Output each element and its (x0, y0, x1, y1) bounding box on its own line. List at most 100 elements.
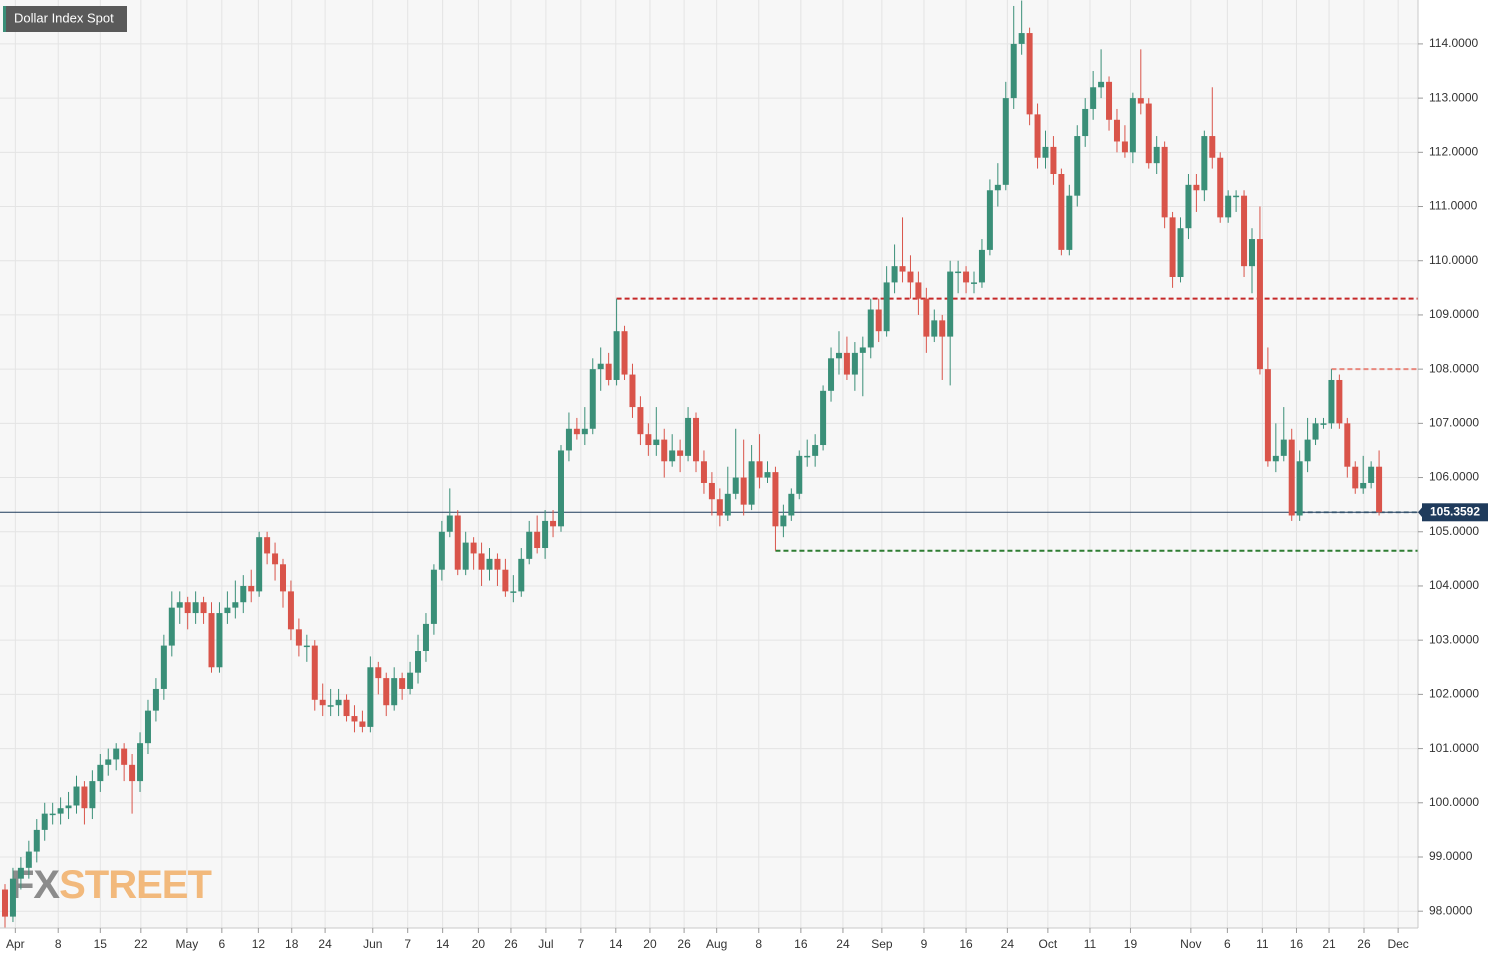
candle-body (391, 678, 398, 706)
candle-body (637, 407, 644, 435)
candle-body (756, 461, 763, 478)
candle-body (351, 716, 358, 722)
candle-body (25, 851, 32, 868)
candle-body (502, 569, 509, 592)
candle-body (311, 645, 318, 700)
candle-body (224, 607, 231, 614)
candle-body (645, 434, 652, 446)
candle-body (994, 184, 1001, 191)
candle-body (939, 320, 946, 337)
candle-body (859, 347, 866, 353)
candle-body (1320, 423, 1327, 425)
candle-body (621, 331, 628, 375)
candle-body (232, 602, 239, 608)
candle-body (1288, 439, 1295, 516)
candle-body (661, 439, 668, 462)
candle-body (820, 390, 827, 446)
candle-body (923, 298, 930, 337)
candle-body (716, 499, 723, 516)
candle-body (97, 764, 104, 782)
candle-body (200, 602, 207, 614)
candle-body (1121, 141, 1128, 153)
candle-body (605, 363, 612, 380)
x-tick-label: Jun (363, 937, 382, 951)
candle-body (1050, 146, 1057, 174)
y-tick-label: 99.0000 (1429, 849, 1473, 863)
candle-body (677, 450, 684, 456)
x-tick-label: 18 (285, 937, 299, 951)
candle-body (891, 266, 898, 283)
candle-body (772, 472, 779, 527)
candle-body (1217, 157, 1224, 218)
plot-area (0, 0, 1418, 928)
candle-body (828, 358, 835, 391)
candle-body (724, 493, 731, 516)
candle-body (208, 613, 215, 668)
candle-body (732, 477, 739, 494)
candle-body (383, 678, 390, 706)
candle-body (105, 759, 112, 765)
candle-body (1098, 81, 1105, 88)
y-tick-label: 112.0000 (1429, 144, 1478, 158)
candle-body (1368, 466, 1375, 483)
candle-body (1248, 239, 1255, 267)
candle-body (1344, 423, 1351, 467)
candle-body (963, 271, 970, 283)
y-tick-label: 111.0000 (1429, 199, 1478, 213)
candle-body (835, 352, 842, 359)
candle-body (17, 867, 24, 879)
candle-body (550, 520, 557, 527)
candle-body (1034, 114, 1041, 158)
candle-body (65, 805, 72, 809)
watermark: FXSTREET (10, 863, 211, 907)
candle-body (986, 190, 993, 250)
candle-body (1336, 379, 1343, 424)
x-tick-label: 16 (959, 937, 973, 951)
y-tick-label: 105.0000 (1429, 524, 1479, 538)
candle-body (1066, 195, 1073, 250)
candle-body (1328, 379, 1335, 424)
y-tick-label: 113.0000 (1429, 90, 1478, 104)
candle-body (295, 629, 302, 646)
candle-body (581, 428, 588, 435)
x-tick-label: Jul (538, 937, 553, 951)
y-tick-label: 106.0000 (1429, 470, 1479, 484)
candle-body (462, 542, 469, 570)
candle-body (565, 428, 572, 451)
x-tick-label: 6 (218, 937, 225, 951)
candle-body (1264, 369, 1271, 462)
watermark-suffix: STREET (59, 863, 211, 907)
watermark-prefix: FX (10, 863, 60, 907)
candle-body (113, 748, 120, 760)
candle-body (1201, 136, 1208, 191)
x-tick-label: 19 (1124, 937, 1138, 951)
candle-body (955, 271, 962, 274)
candle-body (327, 705, 334, 707)
candle-body (867, 309, 874, 348)
candles (2, 0, 1383, 928)
candle-body (1185, 184, 1192, 229)
candle-body (319, 699, 326, 706)
candle-body (748, 461, 755, 505)
x-tick-label: 26 (677, 937, 691, 951)
x-tick-label: 7 (578, 937, 585, 951)
candle-body (764, 472, 771, 478)
candle-body (137, 743, 144, 782)
candle-body (2, 889, 9, 917)
candle-body (367, 667, 374, 727)
candle-body (287, 591, 294, 630)
x-tick-label: 8 (55, 937, 62, 951)
y-tick-label: 108.0000 (1429, 361, 1479, 375)
last-price-label: 105.3592 (1430, 504, 1480, 518)
candle-body (1161, 146, 1168, 218)
candle-body (1002, 98, 1009, 185)
candle-body (804, 455, 811, 458)
last-price-pointer (1418, 506, 1423, 519)
candle-body (470, 542, 477, 554)
candle-body (573, 428, 580, 435)
candle-body (915, 282, 922, 299)
candle-body (669, 450, 676, 462)
candle-body (1090, 87, 1097, 109)
